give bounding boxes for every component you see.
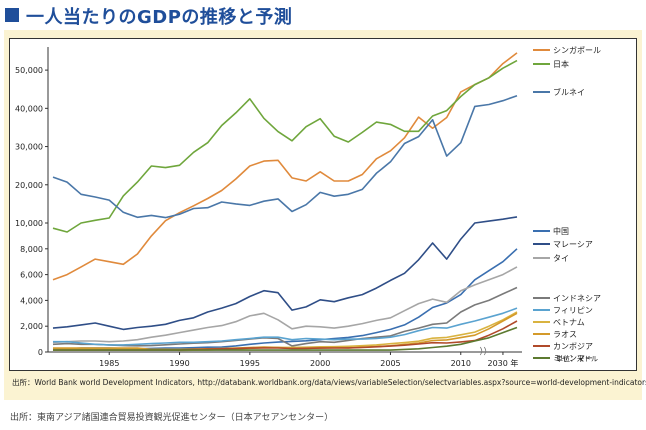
y-tick-label: 30,000 [15, 143, 43, 152]
x-tick-label: 2030 年 [487, 358, 518, 368]
legend-label: 日本 [553, 59, 569, 69]
x-tick-label: 1995 [240, 359, 260, 368]
title-bar: 一人当たりのGDPの推移と予測 [0, 0, 646, 30]
footer-source-note: 出所：東南アジア諸国連合貿易投資観光促進センター（日本アセアンセンター） [10, 413, 334, 423]
chart-panel: 0 2,000 4,000 6,000 8,000 10,000 20,000 30,000 4… [4, 30, 646, 400]
x-tick-label: 2010 [451, 359, 471, 368]
y-tick-label: 4,000 [20, 296, 43, 305]
legend-label: ブルネイ [553, 87, 585, 97]
series-line [52, 52, 518, 281]
x-tick-label: 2005 [380, 359, 400, 368]
legend-label: 中国 [553, 226, 569, 236]
y-tick-label: 10,000 [15, 219, 43, 228]
x-tick-label: 2000 [310, 359, 330, 368]
unit-note: 単位：米ドル [556, 354, 598, 363]
series-line [53, 326, 518, 351]
y-tick-label: 20,000 [15, 181, 43, 190]
x-tick-label: 1990 [169, 359, 189, 368]
series-line [52, 216, 518, 331]
legend-label: ラオス [553, 330, 577, 339]
y-tick-label: 50,000 [15, 66, 43, 75]
chart-box: 0 2,000 4,000 6,000 8,000 10,000 20,000 30,000 4… [9, 38, 637, 371]
gdp-chart: 0 2,000 4,000 6,000 8,000 10,000 20,000 30,000 4… [15, 45, 601, 368]
y-tick-label: 0 [38, 348, 43, 357]
y-tick-label: 8,000 [20, 245, 43, 254]
y-tick-label: 40,000 [15, 104, 43, 113]
series-line [53, 312, 518, 351]
panel-source-note: 出所：World Bank world Development Indicato… [12, 378, 646, 387]
x-tick-label: 1985 [99, 359, 119, 368]
series-line [52, 266, 518, 344]
legend-label: マレーシア [553, 240, 593, 249]
legend-label: インドネシア [553, 294, 601, 303]
y-tick-label: 6,000 [20, 271, 43, 280]
title-square-icon [5, 8, 19, 22]
series-line [53, 307, 518, 346]
legend-label: ベトナム [553, 318, 585, 327]
y-tick-label: 2,000 [20, 322, 43, 331]
legend-label: カンボジア [553, 342, 593, 351]
series-line [52, 94, 518, 219]
series-line [52, 59, 518, 233]
legend-label: フィリピン [553, 306, 593, 315]
legend-label: ミャンマー [553, 354, 593, 363]
series-line [52, 286, 518, 347]
axis-break-mark [479, 346, 487, 356]
page-title: 一人当たりのGDPの推移と予測 [26, 7, 293, 28]
legend-label: タイ [553, 254, 569, 263]
legend-label: シンガポール [553, 45, 601, 55]
